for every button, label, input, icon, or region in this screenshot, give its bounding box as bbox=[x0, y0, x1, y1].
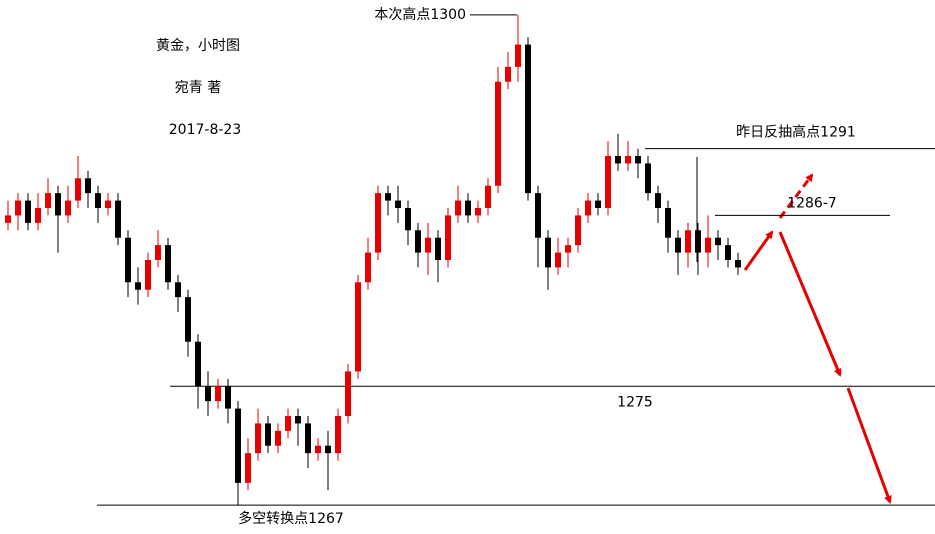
candle-body bbox=[515, 44, 521, 67]
level-label: 1286-7 bbox=[787, 195, 837, 211]
candle-body bbox=[225, 386, 231, 409]
candle-body bbox=[115, 200, 121, 238]
candle-body bbox=[615, 156, 621, 164]
candle-body bbox=[585, 200, 591, 216]
candle-body bbox=[685, 230, 691, 253]
candle-body bbox=[245, 453, 251, 483]
candle-body bbox=[125, 237, 131, 283]
level-label: 1275 bbox=[617, 394, 653, 410]
candle-body bbox=[555, 252, 561, 268]
candle-body bbox=[385, 193, 391, 201]
candle-body bbox=[145, 260, 151, 290]
candle-body bbox=[595, 200, 601, 208]
candle-body bbox=[665, 208, 671, 238]
candle-body bbox=[45, 193, 51, 208]
candle-body bbox=[135, 282, 141, 290]
candle-body bbox=[645, 163, 651, 194]
candle-body bbox=[205, 386, 211, 402]
candle-body bbox=[445, 215, 451, 260]
candle-body bbox=[505, 66, 511, 82]
candle-body bbox=[435, 237, 441, 260]
candle-body bbox=[315, 445, 321, 454]
candle-body bbox=[15, 200, 21, 216]
candle-body bbox=[525, 44, 531, 194]
candle-body bbox=[175, 282, 181, 298]
candle-body bbox=[675, 237, 681, 253]
candle-body bbox=[375, 193, 381, 253]
candle-body bbox=[345, 371, 351, 416]
candle-body bbox=[355, 282, 361, 372]
candle-body bbox=[475, 208, 481, 216]
candle-body bbox=[465, 200, 471, 216]
candle-body bbox=[695, 230, 701, 253]
candle-body bbox=[425, 237, 431, 253]
candle-body bbox=[295, 416, 301, 424]
candle-body bbox=[65, 200, 71, 216]
candle-body bbox=[25, 200, 31, 223]
candle-body bbox=[725, 245, 731, 260]
candle-body bbox=[85, 178, 91, 194]
annotation: 宛青 著 bbox=[175, 80, 221, 96]
annotation: 黄金，小时图 bbox=[156, 37, 240, 54]
candle-body bbox=[575, 215, 581, 246]
candle-body bbox=[705, 237, 711, 253]
candle-body bbox=[335, 416, 341, 454]
arrow bbox=[778, 231, 842, 377]
candle-body bbox=[565, 245, 571, 253]
arrow bbox=[743, 230, 774, 271]
arrow bbox=[846, 387, 892, 504]
candle-body bbox=[35, 208, 41, 223]
candle-body bbox=[485, 185, 491, 208]
candle-body bbox=[635, 156, 641, 164]
candle-body bbox=[605, 156, 611, 208]
arrows bbox=[743, 173, 892, 504]
candle-body bbox=[535, 193, 541, 238]
candle-body bbox=[165, 245, 171, 283]
candle-body bbox=[105, 200, 111, 208]
candle-body bbox=[655, 193, 661, 208]
candle-body bbox=[185, 297, 191, 342]
candle-body bbox=[155, 245, 161, 260]
level-label: 昨日反抽高点1291 bbox=[736, 124, 856, 141]
candle-body bbox=[285, 416, 291, 431]
annotation: 2017-8-23 bbox=[169, 122, 241, 138]
candle-body bbox=[75, 178, 81, 201]
candle-body bbox=[455, 200, 461, 216]
candle-body bbox=[395, 200, 401, 208]
candle-body bbox=[275, 430, 281, 446]
level-label: 多空转换点1267 bbox=[238, 510, 344, 527]
candle-body bbox=[405, 208, 411, 231]
candle-body bbox=[215, 386, 221, 402]
candle-body bbox=[235, 408, 241, 483]
candle-body bbox=[365, 252, 371, 283]
candle-body bbox=[495, 81, 501, 186]
candle-body bbox=[265, 423, 271, 446]
candle-body bbox=[95, 193, 101, 208]
candle-body bbox=[5, 215, 11, 223]
candle-body bbox=[325, 445, 331, 454]
candle-body bbox=[415, 230, 421, 253]
candle-body bbox=[195, 341, 201, 387]
candle-body bbox=[625, 156, 631, 164]
candle-body bbox=[715, 237, 721, 246]
arrow bbox=[778, 173, 814, 219]
candle-body bbox=[55, 193, 61, 216]
candle-body bbox=[545, 237, 551, 268]
candle-body bbox=[305, 423, 311, 454]
candle-body bbox=[255, 423, 261, 454]
candle-body bbox=[735, 260, 741, 268]
level-label: 本次高点1300 bbox=[374, 6, 466, 23]
